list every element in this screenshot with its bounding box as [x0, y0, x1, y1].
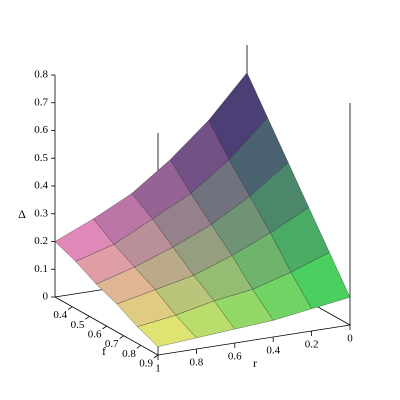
x-tick [102, 325, 107, 330]
z-axis-title: Δ [18, 207, 26, 221]
z-tick-label: 0.5 [34, 152, 48, 164]
x-tick-label: 0.9 [139, 358, 153, 370]
z-tick-label: 0 [43, 291, 49, 303]
x-tick-label: 0.6 [88, 329, 102, 341]
y-tick-label: 1 [155, 363, 161, 375]
box-edge [157, 324, 351, 356]
x-tick [136, 345, 142, 349]
z-tick-label: 0.7 [34, 96, 48, 108]
x-tick-label: 0.7 [105, 338, 119, 350]
x-tick [153, 354, 159, 359]
z-tick-label: 0.1 [34, 263, 48, 275]
x-tick [119, 335, 124, 339]
x-tick-label: 0.8 [122, 348, 136, 360]
y-tick-label: 0.8 [190, 357, 204, 369]
x-tick-label: 0.5 [71, 319, 85, 331]
z-tick-label: 0.4 [34, 180, 48, 192]
y-axis-title: r [253, 356, 257, 370]
x-tick [85, 316, 90, 320]
z-tick-label: 0.8 [34, 69, 48, 81]
y-tick-label: 0.4 [266, 345, 280, 357]
z-tick-label: 0.6 [34, 124, 48, 136]
z-tick-label: 0.3 [34, 207, 48, 219]
y-tick-label: 0 [347, 333, 353, 345]
x-tick [67, 306, 73, 310]
z-tick-label: 0.2 [34, 235, 48, 247]
y-tick-label: 0.6 [228, 351, 242, 363]
y-tick-label: 0.2 [305, 339, 319, 351]
x-tick-label: 0.4 [53, 309, 67, 321]
x-axis-title: f [102, 344, 106, 358]
surface-cell [136, 314, 197, 347]
